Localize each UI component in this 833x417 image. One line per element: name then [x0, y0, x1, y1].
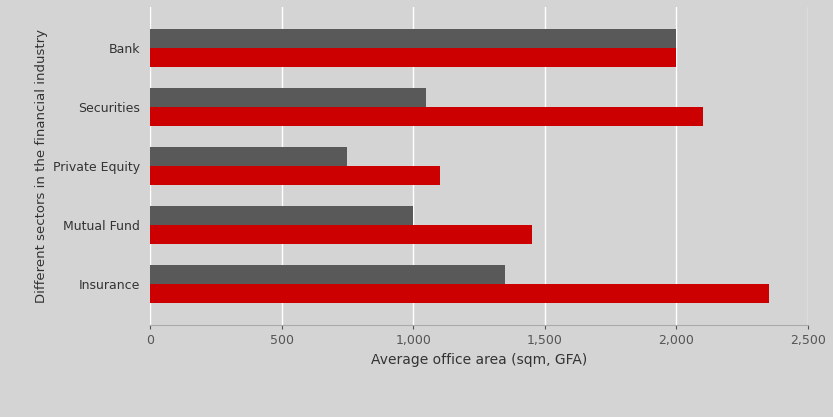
Bar: [150, 147, 347, 166]
Bar: [150, 29, 676, 48]
Bar: [150, 206, 413, 225]
Bar: [150, 265, 506, 284]
Bar: [150, 48, 676, 67]
Y-axis label: Different sectors in the financial industry: Different sectors in the financial indus…: [34, 29, 47, 303]
Bar: [150, 284, 769, 303]
Bar: [150, 166, 440, 185]
X-axis label: Average office area (sqm, GFA): Average office area (sqm, GFA): [371, 353, 587, 367]
Bar: [150, 225, 531, 244]
Bar: [150, 88, 426, 107]
Bar: [150, 107, 703, 126]
